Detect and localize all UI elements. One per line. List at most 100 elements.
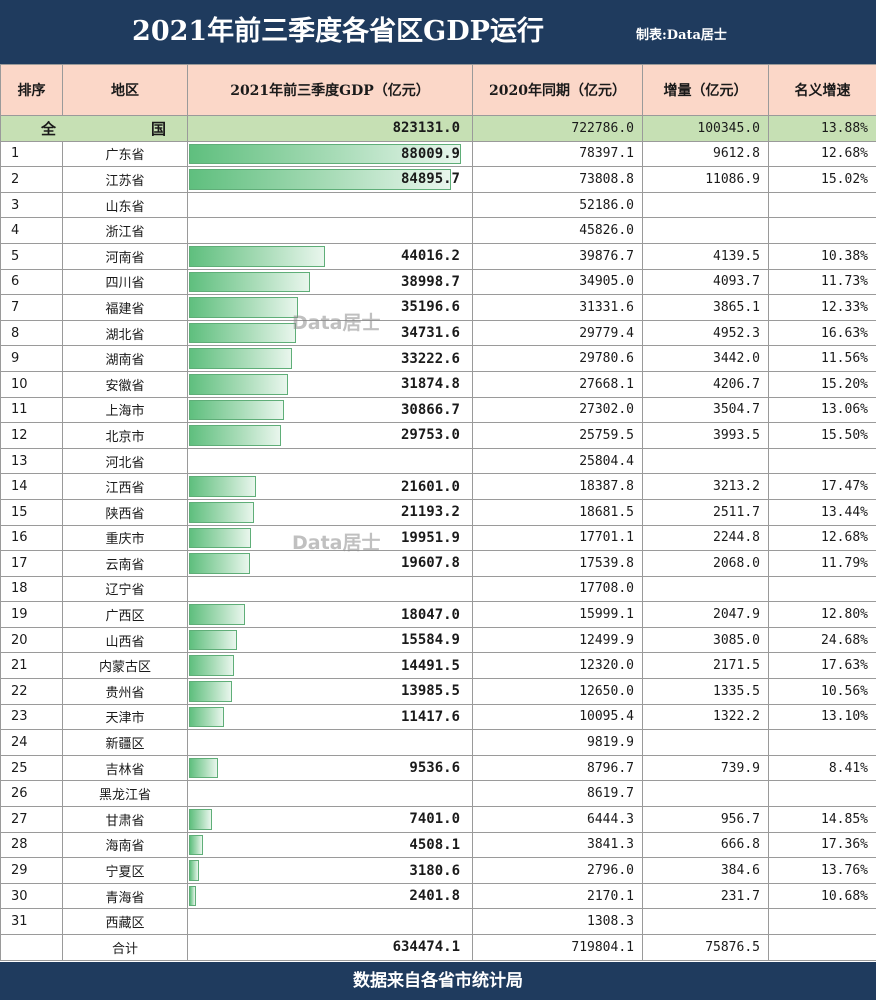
prev-gdp-cell: 73808.8 <box>472 166 643 193</box>
national-row: 全 国 823131.0 722786.0 100345.0 13.88% <box>0 115 876 142</box>
increment-cell: 3993.5 <box>642 422 769 449</box>
region-cell: 贵州省 <box>62 678 188 705</box>
increment-cell <box>642 908 769 935</box>
gdp-value: 4508.1 <box>409 836 460 853</box>
increment-cell <box>642 191 769 219</box>
table-row: 27 甘肃省 7401.0 6444.3 956.7 14.85% <box>0 806 876 833</box>
table-row: 31 西藏区 1308.3 <box>0 908 876 935</box>
gdp-value: 7401.0 <box>409 811 460 828</box>
growth-cell <box>768 780 876 808</box>
table-row: 22 贵州省 13985.5 12650.0 1335.5 10.56% <box>0 678 876 705</box>
gdp-bar <box>189 681 232 702</box>
table-row: 18 辽宁省 17708.0 <box>0 575 876 603</box>
gdp-cell: 11417.6 <box>187 703 473 731</box>
gdp-cell: 18047.0 <box>187 601 473 628</box>
credit-label: 制表:Data居士 <box>636 28 727 43</box>
increment-cell: 2244.8 <box>642 524 769 552</box>
rank-cell: 10 <box>0 370 63 398</box>
increment-cell: 3442.0 <box>642 345 769 372</box>
header-gdp-2020: 2020年同期（亿元） <box>472 64 643 116</box>
national-increment: 100345.0 <box>642 115 769 142</box>
growth-cell <box>768 908 876 935</box>
region-cell: 甘肃省 <box>62 806 188 833</box>
gdp-value: 19951.9 <box>400 529 460 546</box>
gdp-cell <box>187 191 473 219</box>
gdp-value: 2401.8 <box>409 888 460 905</box>
rank-cell: 22 <box>0 678 63 705</box>
region-cell: 海南省 <box>62 831 188 859</box>
increment-cell: 3504.7 <box>642 396 769 424</box>
gdp-bar <box>189 860 199 881</box>
gdp-bar <box>189 706 224 728</box>
total-prev: 719804.1 <box>472 934 643 961</box>
gdp-bar <box>189 373 288 395</box>
prev-gdp-cell: 12650.0 <box>472 678 643 705</box>
gdp-bar <box>189 271 310 293</box>
prev-gdp-cell: 27302.0 <box>472 396 643 424</box>
table-row: 4 浙江省 45826.0 <box>0 217 876 244</box>
gdp-cell <box>187 780 473 808</box>
gdp-cell <box>187 908 473 935</box>
rank-cell: 23 <box>0 703 63 731</box>
gdp-bar <box>189 629 237 651</box>
rank-cell: 3 <box>0 191 63 219</box>
gdp-value: 35196.6 <box>400 299 460 316</box>
increment-cell: 2068.0 <box>642 550 769 577</box>
gdp-cell: 31874.8 <box>187 370 473 398</box>
increment-cell: 3085.0 <box>642 626 769 654</box>
growth-cell: 11.56% <box>768 345 876 372</box>
prev-gdp-cell: 3841.3 <box>472 831 643 859</box>
national-label: 全 国 <box>0 115 188 142</box>
prev-gdp-cell: 25759.5 <box>472 422 643 449</box>
national-gdp: 823131.0 <box>187 115 473 142</box>
region-cell: 黑龙江省 <box>62 780 188 808</box>
growth-cell: 15.02% <box>768 166 876 193</box>
table-row: 29 宁夏区 3180.6 2796.0 384.6 13.76% <box>0 857 876 884</box>
growth-cell <box>768 729 876 756</box>
growth-cell <box>768 191 876 219</box>
growth-cell: 24.68% <box>768 626 876 654</box>
gdp-bar <box>189 834 203 856</box>
gdp-bar <box>189 143 461 165</box>
prev-gdp-cell: 18387.8 <box>472 473 643 500</box>
region-cell: 重庆市 <box>62 524 188 552</box>
gdp-cell <box>187 575 473 603</box>
increment-cell <box>642 575 769 603</box>
prev-gdp-cell: 12320.0 <box>472 652 643 680</box>
gdp-value: 44016.2 <box>400 248 460 265</box>
gdp-bar <box>189 501 254 523</box>
table-row: 7 福建省 35196.6 31331.6 3865.1 12.33% <box>0 294 876 321</box>
rank-cell: 27 <box>0 806 63 833</box>
rank-cell: 28 <box>0 831 63 859</box>
gdp-bar <box>189 757 218 779</box>
growth-cell: 13.10% <box>768 703 876 731</box>
gdp-value: 34731.6 <box>400 325 460 342</box>
region-cell: 西藏区 <box>62 908 188 935</box>
gdp-cell: 4508.1 <box>187 831 473 859</box>
growth-cell: 14.85% <box>768 806 876 833</box>
rank-cell: 17 <box>0 550 63 577</box>
increment-cell: 666.8 <box>642 831 769 859</box>
region-cell: 宁夏区 <box>62 857 188 884</box>
rank-cell: 1 <box>0 140 63 168</box>
table-row: 6 四川省 38998.7 34905.0 4093.7 11.73% <box>0 268 876 296</box>
growth-cell: 11.73% <box>768 268 876 296</box>
table-row: 16 重庆市 19951.9 17701.1 2244.8 12.68% <box>0 524 876 552</box>
table-row: 11 上海市 30866.7 27302.0 3504.7 13.06% <box>0 396 876 424</box>
prev-gdp-cell: 10095.4 <box>472 703 643 731</box>
increment-cell: 11086.9 <box>642 166 769 193</box>
growth-cell: 15.50% <box>768 422 876 449</box>
gdp-cell: 21193.2 <box>187 498 473 526</box>
gdp-value: 9536.6 <box>409 760 460 777</box>
increment-cell <box>642 780 769 808</box>
region-cell: 陕西省 <box>62 498 188 526</box>
growth-cell: 12.80% <box>768 601 876 628</box>
gdp-cell: 2401.8 <box>187 882 473 910</box>
total-label: 合计 <box>62 934 188 961</box>
growth-cell <box>768 217 876 244</box>
gdp-value: 13985.5 <box>400 683 460 700</box>
growth-cell: 11.79% <box>768 550 876 577</box>
header-gdp-2021: 2021年前三季度GDP（亿元） <box>187 64 473 116</box>
gdp-cell: 7401.0 <box>187 806 473 833</box>
growth-cell: 12.68% <box>768 140 876 168</box>
